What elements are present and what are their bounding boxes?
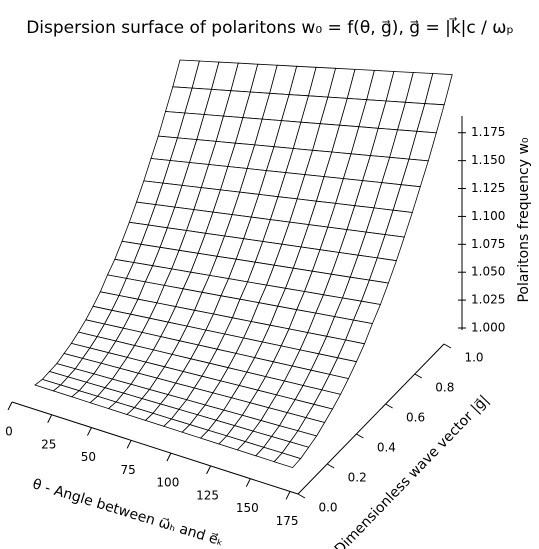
x-tick-label: 150 bbox=[236, 501, 259, 515]
y-tick-label: 0.4 bbox=[377, 441, 396, 455]
x-tick-label: 0 bbox=[5, 425, 13, 439]
y-tick-label: 0.2 bbox=[348, 471, 367, 485]
x-tick-label: 175 bbox=[276, 514, 299, 528]
z-tick-label: 1.100 bbox=[471, 209, 505, 223]
z-tick-label: 1.125 bbox=[471, 181, 505, 195]
y-tick-label: 1.0 bbox=[464, 351, 483, 365]
z-axis-label: Polaritons frequency w₀ bbox=[516, 137, 532, 302]
x-tick bbox=[126, 440, 132, 449]
x-tick-label: 75 bbox=[121, 463, 136, 477]
x-tick bbox=[166, 452, 172, 462]
y-tick bbox=[326, 463, 335, 469]
y-tick bbox=[414, 373, 423, 379]
x-tick bbox=[86, 427, 92, 436]
y-tick bbox=[385, 403, 393, 409]
x-tick bbox=[206, 465, 212, 475]
z-tick-label: 1.050 bbox=[471, 265, 505, 279]
x-axis-label: θ - Angle between ω⃗ₕ and e⃗ₖ bbox=[31, 476, 226, 549]
y-tick bbox=[356, 433, 364, 439]
y-tick-label: 0.6 bbox=[406, 411, 425, 425]
x-tick-label: 50 bbox=[81, 450, 96, 464]
z-tick-label: 1.150 bbox=[471, 153, 505, 167]
chart-title: Dispersion surface of polaritons w₀ = f(… bbox=[26, 16, 514, 38]
y-tick bbox=[297, 493, 306, 499]
z-tick-label: 1.000 bbox=[471, 321, 505, 335]
x-tick bbox=[285, 491, 291, 500]
z-tick-label: 1.025 bbox=[471, 293, 505, 307]
y-tick bbox=[443, 343, 452, 349]
y-tick-label: 0.0 bbox=[318, 501, 337, 515]
x-tick bbox=[47, 414, 53, 424]
y-tick-label: 0.8 bbox=[435, 381, 454, 395]
x-tick-label: 100 bbox=[156, 476, 179, 490]
x-tick bbox=[7, 401, 13, 411]
z-tick-label: 1.175 bbox=[471, 125, 505, 139]
x-tick-label: 125 bbox=[196, 488, 219, 502]
z-tick-label: 1.075 bbox=[471, 237, 505, 251]
x-tick bbox=[245, 478, 251, 487]
y-axis bbox=[297, 343, 445, 495]
x-tick-label: 25 bbox=[41, 437, 56, 451]
surface-cell bbox=[273, 452, 302, 469]
